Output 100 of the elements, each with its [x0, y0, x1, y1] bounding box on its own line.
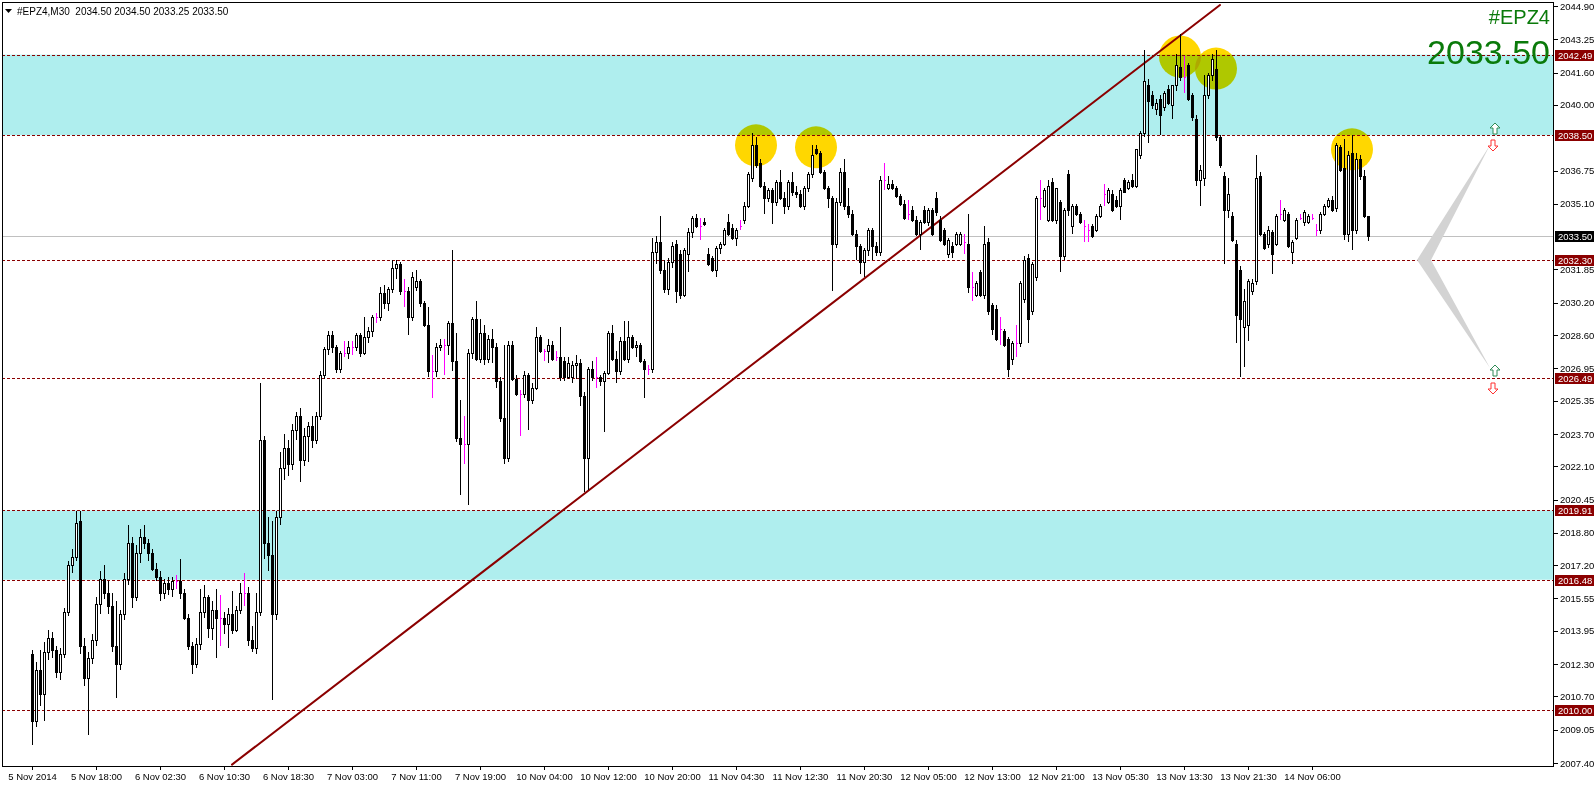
ref-line-label: 2038.50 — [1558, 130, 1593, 141]
y-tick-label: 2007.40 — [1560, 757, 1595, 769]
candlestick — [715, 245, 718, 278]
x-tick-label: 5 Nov 2014 — [8, 771, 57, 782]
candlestick — [651, 237, 654, 374]
candlestick — [399, 261, 402, 296]
candlestick — [519, 389, 522, 437]
candlestick — [999, 316, 1002, 346]
x-tick-label: 13 Nov 05:30 — [1092, 771, 1149, 782]
candlestick — [595, 356, 598, 389]
candlestick — [1027, 253, 1030, 344]
ref-line-label: 2016.48 — [1558, 575, 1593, 586]
candlestick — [955, 231, 958, 247]
ref-line-label: 2042.49 — [1558, 50, 1593, 61]
candlestick — [647, 364, 650, 376]
x-tick-label: 6 Nov 10:30 — [198, 771, 251, 782]
candlestick — [1315, 223, 1318, 237]
candlestick — [171, 576, 174, 598]
candlestick — [1015, 324, 1018, 358]
candlestick — [243, 572, 246, 607]
x-tick-label: 13 Nov 13:30 — [1156, 771, 1213, 782]
y-tick-label: 2026.95 — [1560, 362, 1595, 374]
ref-line-label: 2026.49 — [1558, 373, 1593, 384]
y-tick-label: 2040.00 — [1560, 99, 1595, 111]
candlestick — [347, 340, 350, 360]
candlestick — [547, 338, 550, 364]
candlestick — [219, 594, 222, 647]
x-tick-label: 14 Nov 06:00 — [1284, 771, 1341, 782]
candlestick — [475, 300, 478, 362]
y-tick-label: 2035.10 — [1560, 198, 1595, 210]
ref-line-label: 2019.91 — [1558, 505, 1593, 516]
x-tick-label: 13 Nov 21:30 — [1220, 771, 1277, 782]
candlestick — [1255, 154, 1258, 286]
y-tick-label: 2031.85 — [1560, 263, 1595, 275]
x-tick-label: 10 Nov 04:00 — [516, 771, 573, 782]
x-tick-label: 11 Nov 04:30 — [708, 771, 765, 782]
candlestick — [1303, 209, 1306, 227]
candlestick — [167, 576, 170, 596]
candlestick — [1307, 213, 1310, 225]
candlestick — [951, 241, 954, 259]
candlestick — [567, 356, 570, 380]
candlestick — [299, 407, 302, 483]
candlestick — [871, 227, 874, 261]
x-tick-label: 7 Nov 03:00 — [326, 771, 379, 782]
candlestick — [463, 415, 466, 465]
candlestick — [1343, 138, 1346, 241]
candlestick — [1087, 223, 1090, 243]
chart-title: #EPZ4,M30 2034.50 2034.50 2033.25 2033.50 — [17, 5, 229, 17]
candlestick — [995, 304, 998, 342]
candlestick — [1295, 217, 1298, 241]
candlestick — [507, 340, 510, 463]
y-tick-label: 2020.45 — [1560, 494, 1595, 506]
y-tick-label: 2030.20 — [1560, 297, 1595, 309]
x-tick-label: 6 Nov 02:30 — [134, 771, 187, 782]
candlestick — [343, 340, 346, 358]
candlestick — [1039, 179, 1042, 221]
ref-line-label: 2032.30 — [1558, 255, 1593, 266]
candlestick — [907, 199, 910, 221]
candlestick — [379, 286, 382, 322]
candlestick — [959, 231, 962, 247]
y-tick-label: 2012.30 — [1560, 658, 1595, 670]
candlestick — [703, 217, 706, 227]
y-tick-label: 2009.05 — [1560, 724, 1595, 736]
x-tick-label: 6 Nov 18:30 — [262, 771, 315, 782]
x-tick-label: 11 Nov 12:30 — [772, 771, 829, 782]
candlestick — [939, 215, 942, 243]
candlestick — [351, 340, 354, 356]
candlestick — [1051, 177, 1054, 223]
x-tick-label: 5 Nov 18:00 — [70, 771, 123, 782]
candlestick — [1335, 142, 1338, 213]
candlestick — [555, 350, 558, 362]
x-tick-label: 7 Nov 19:00 — [454, 771, 507, 782]
candlestick — [363, 316, 366, 356]
candlestick — [1083, 219, 1086, 243]
candlestick — [1111, 189, 1114, 213]
x-tick-label: 11 Nov 20:30 — [836, 771, 893, 782]
x-tick-label: 12 Nov 21:00 — [1028, 771, 1085, 782]
candlestick — [403, 278, 406, 308]
y-tick-label: 2041.60 — [1560, 67, 1595, 79]
candlestick — [31, 649, 34, 746]
x-tick-label: 7 Nov 11:00 — [391, 771, 442, 782]
candlestick — [527, 372, 530, 431]
candlestick — [1183, 56, 1186, 94]
y-tick-label: 2044.90 — [1560, 0, 1595, 12]
candlestick — [551, 340, 554, 362]
candlestick — [735, 227, 738, 247]
y-tick-label: 2022.10 — [1560, 460, 1595, 472]
x-tick-label: 12 Nov 05:00 — [900, 771, 957, 782]
candlestick — [559, 326, 562, 382]
candlestick — [1279, 199, 1282, 221]
candlestick — [435, 342, 438, 378]
candlestick — [887, 175, 890, 191]
candlestick — [799, 189, 802, 209]
candlestick — [1231, 211, 1234, 243]
y-tick-label: 2036.75 — [1560, 165, 1595, 177]
candlestick — [1047, 179, 1050, 223]
ref-line-label: 2033.50 — [1558, 231, 1593, 242]
y-tick-label: 2013.95 — [1560, 625, 1595, 637]
point — [795, 126, 837, 169]
candlestick — [883, 162, 886, 191]
